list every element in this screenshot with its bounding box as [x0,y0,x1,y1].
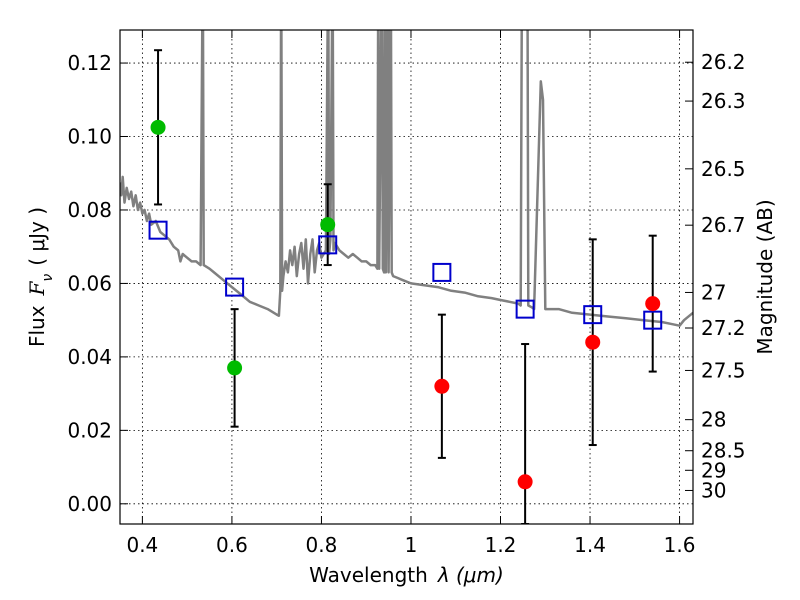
axes-frame [119,29,694,525]
nir-point [434,378,450,394]
y-tick-label: 0.08 [67,198,112,222]
x-tick-label: 0.6 [216,533,248,557]
x-tick-label: 1.6 [664,533,696,557]
x-tick-label: 1.4 [574,533,606,557]
magnitude-tick-label: 30 [701,478,726,502]
model-flux-square [148,220,168,240]
y-axis-label: FluxFν( μJy ) [25,207,56,347]
magnitude-tick-label: 28 [701,408,726,432]
magnitude-tick-label: 27.5 [701,358,746,382]
model-flux-square [318,235,338,255]
model-flux-square [225,277,245,297]
y-tick-label: 0.06 [67,271,112,295]
optical-point [227,360,243,376]
plot-area [120,30,693,524]
x-tick-label: 1.2 [485,533,517,557]
model-flux-square [515,299,535,319]
x-axis-label: Wavelength λ (μm) [309,563,504,587]
magnitude-tick-label: 29 [701,458,726,482]
magnitude-tick-label: 26.5 [701,157,746,181]
magnitude-axis-label: Magnitude (AB) [753,199,777,354]
model-flux-square [583,305,603,325]
y-tick-label: 0.04 [67,345,112,369]
optical-point [320,217,336,233]
axis-ticks: 0.4 0.6 0.8 1 1.2 1.4 1.6 0.00 0.02 0.04 0.06 0.08 0… [67,30,746,557]
x-tick-label: 0.8 [306,533,338,557]
x-tick-label: 0.4 [126,533,158,557]
magnitude-tick-label: 28.5 [701,439,746,463]
magnitude-tick-label: 26.2 [701,50,746,74]
magnitude-tick-label: 26.7 [701,213,746,237]
y-tick-label: 0.00 [67,492,112,516]
optical-point [150,119,166,135]
y-tick-label: 0.10 [67,125,112,149]
nir-point [517,474,533,490]
grid [120,30,693,524]
magnitude-tick-label: 27 [701,280,726,304]
model-flux-square [643,310,663,330]
magnitude-tick-label: 27.2 [701,316,746,340]
model-flux-square [432,262,452,282]
nir-point [645,296,661,312]
x-tick-label: 1 [405,533,418,557]
nir-point [585,334,601,350]
y-tick-label: 0.12 [67,51,112,75]
model-spectrum-line [120,30,693,327]
magnitude-tick-label: 26.3 [701,89,746,113]
y-tick-label: 0.02 [67,418,112,442]
